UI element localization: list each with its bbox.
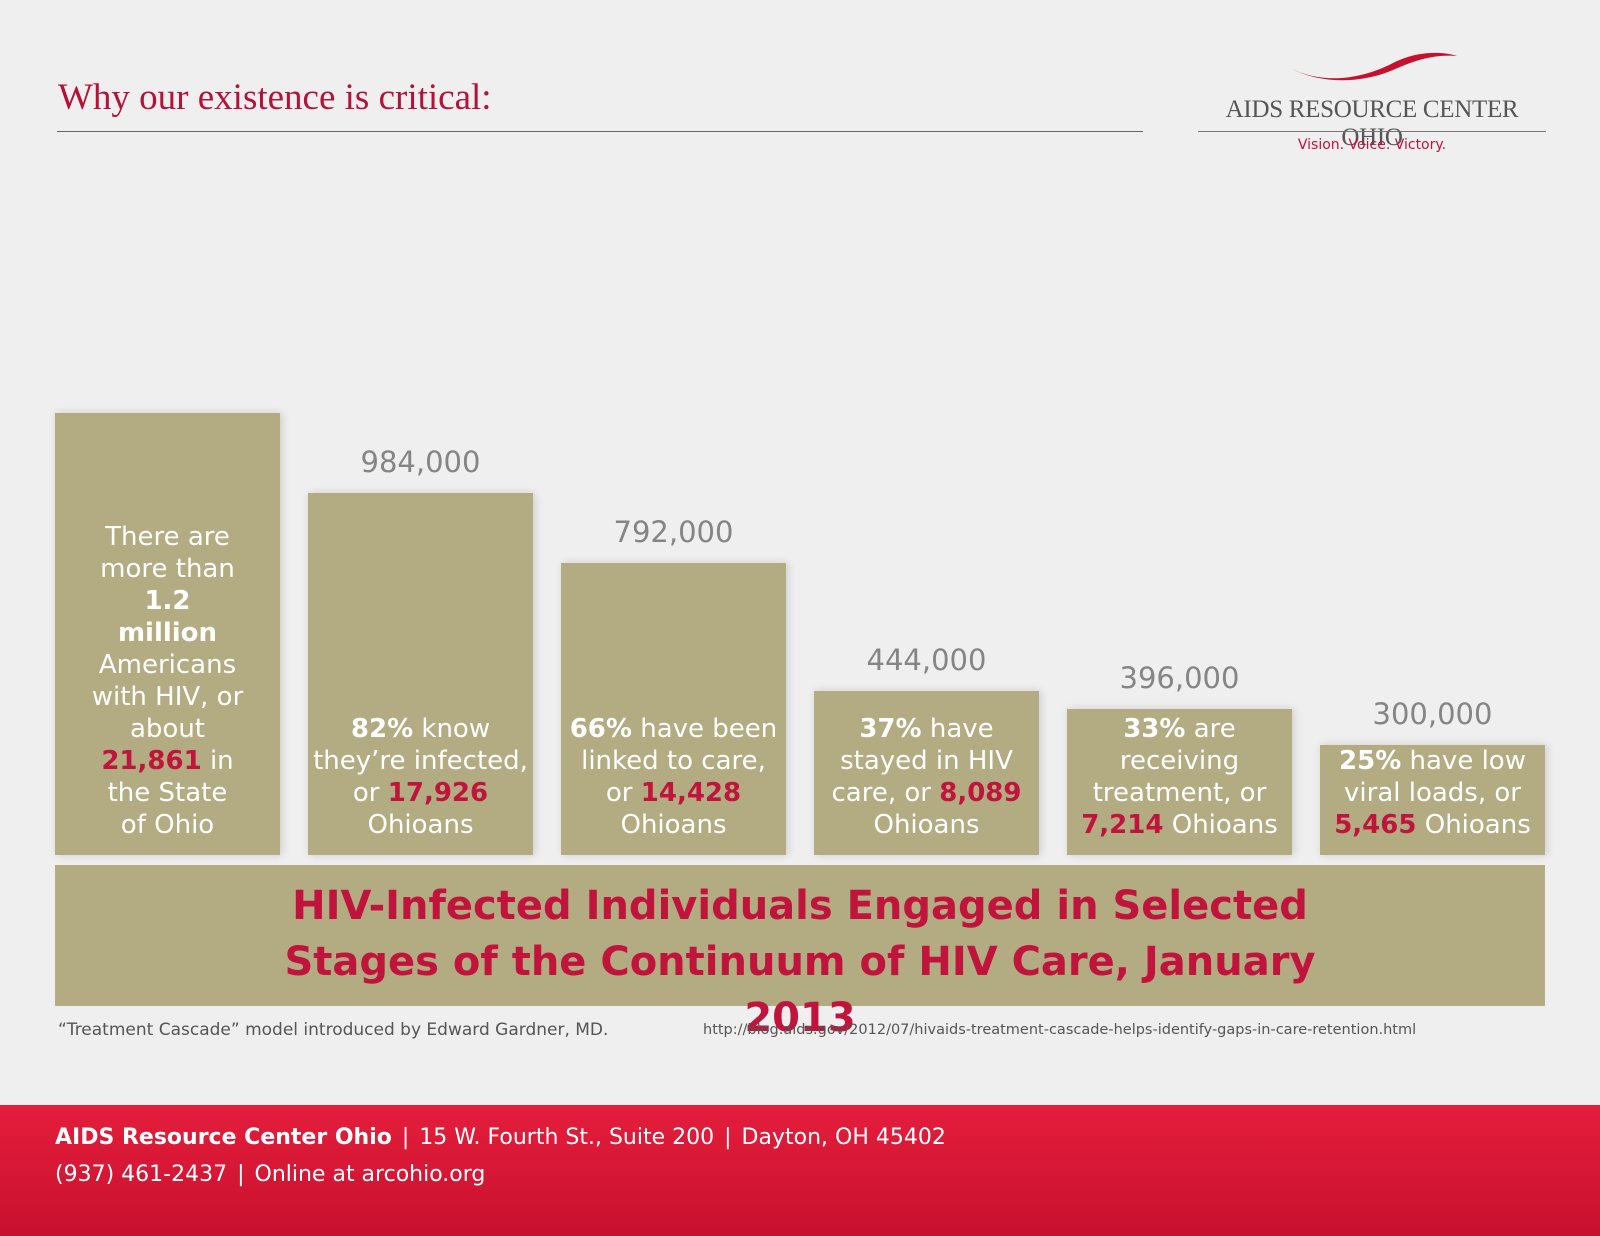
desc-highlight: 33%	[1123, 714, 1186, 744]
desc-text: have been linked to care, or	[581, 714, 778, 808]
address: 15 W. Fourth St., Suite 200	[419, 1125, 715, 1150]
footer-line: AIDS Resource Center Ohio | 15 W. Fourth S…	[55, 1125, 946, 1150]
footer-line: (937) 461-2437 | Online at arcohio.org	[55, 1162, 486, 1187]
desc-ohio-count: 17,926	[387, 778, 489, 808]
bar-description: There are more than 1.2 million American…	[91, 521, 244, 841]
desc-ohio-count: 7,214	[1081, 810, 1164, 840]
desc-text: There are more than	[100, 522, 235, 584]
logo-text: AIDS RESOURCE CENTER OHIO	[1225, 96, 1519, 151]
bar-description: 82% know they’re infected, or 17,926 Ohi…	[312, 713, 529, 841]
desc-text: have stayed in HIV care, or	[831, 714, 1013, 808]
header-title: Why our existence is critical:	[58, 77, 492, 118]
value-label: 396,000	[1119, 661, 1240, 696]
source-url: http://blog.aids.gov/2012/07/hivaids-tre…	[703, 1022, 1417, 1038]
desc-highlight: 37%	[859, 714, 922, 744]
value-label: 984,000	[360, 444, 481, 479]
desc-text: know they’re infected, or	[313, 714, 528, 808]
desc-text: Americans with HIV, or about	[91, 650, 244, 744]
org-name: AIDS Resource Center Ohio	[55, 1125, 392, 1150]
value-label: 792,000	[613, 515, 734, 550]
tagline: Vision. Voice. Victory.	[1297, 137, 1447, 153]
phone: (937) 461-2437	[55, 1162, 228, 1187]
bar	[1320, 744, 1545, 855]
website: Online at arcohio.org	[254, 1162, 486, 1187]
chart-title: HIV-Infected Individuals Engaged in Sele…	[284, 883, 1316, 1041]
desc-highlight: 1.2 million	[117, 586, 218, 648]
desc-highlight: 25%	[1339, 746, 1402, 776]
title-box	[55, 865, 1545, 1006]
bar	[1067, 709, 1292, 855]
desc-ohio-count: 5,465	[1334, 810, 1417, 840]
desc-highlight: 66%	[569, 714, 632, 744]
bar-description: 33% are receiving treatment, or 7,214 Oh…	[1071, 713, 1288, 841]
source-text: “Treatment Cascade” model introduced by …	[58, 1020, 609, 1040]
logo-swoosh	[1290, 52, 1457, 81]
desc-text: have low viral loads, or	[1344, 746, 1526, 808]
desc-highlight: 82%	[350, 714, 414, 744]
desc-text: Ohioans	[620, 810, 727, 840]
city: Dayton, OH 45402	[741, 1125, 946, 1150]
desc-text: are receiving treatment, or	[1092, 714, 1267, 808]
bar-description: 25% have low viral loads, or 5,465 Ohioa…	[1324, 745, 1541, 841]
footer: AIDS Resource Center Ohio | 15 W. Fourth S…	[0, 1105, 1600, 1236]
title-rule	[57, 131, 1143, 132]
desc-text: Ohioans	[367, 810, 474, 840]
bar	[561, 563, 786, 855]
bar-description: 37% have stayed in HIV care, or 8,089 Oh…	[818, 713, 1035, 841]
desc-ohio-count: 21,861	[101, 746, 202, 776]
desc-text: in the State of Ohio	[107, 746, 234, 840]
value-label: 444,000	[866, 643, 987, 678]
desc-ohio-count: 14,428	[640, 778, 742, 808]
desc-text: Ohioans	[1171, 810, 1278, 840]
value-label: 300,000	[1372, 696, 1493, 731]
desc-text: Ohioans	[873, 810, 980, 840]
bar-description: 66% have been linked to care, or 14,428 …	[565, 713, 782, 841]
bar	[814, 691, 1039, 855]
bar	[308, 492, 533, 855]
bar	[55, 413, 280, 855]
desc-text: Ohioans	[1424, 810, 1531, 840]
desc-ohio-count: 8,089	[939, 778, 1022, 808]
logo-rule	[1198, 131, 1546, 132]
